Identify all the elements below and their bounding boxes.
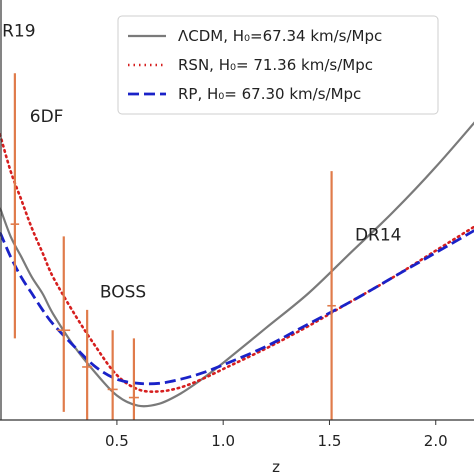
errorbar <box>327 171 336 420</box>
plot-region <box>0 73 474 420</box>
errorbar <box>57 236 71 412</box>
x-axis-label: z <box>272 458 280 474</box>
series-line-solid <box>0 121 474 408</box>
errorbar <box>107 330 118 420</box>
legend-entry-label: RP, H₀= 67.30 km/s/Mpc <box>178 85 361 103</box>
annotation-label: DR14 <box>355 225 402 245</box>
series-line-dashed <box>0 229 474 386</box>
legend-entry-label: ΛCDM, H₀=67.34 km/s/Mpc <box>178 27 382 45</box>
legend: ΛCDM, H₀=67.34 km/s/Mpc RSN, H₀= 71.36 km… <box>117 15 439 115</box>
annotation-label: R19 <box>2 21 35 41</box>
x-tick-label: 2.0 <box>424 432 448 450</box>
legend-entry-label: RSN, H₀= 71.36 km/s/Mpc <box>178 56 373 74</box>
annotation-label: BOSS <box>100 283 146 303</box>
annotation-label: 6DF <box>30 107 64 127</box>
errorbar <box>10 73 20 339</box>
annotations: R19 6DF BOSS DR14 <box>2 21 401 302</box>
series-line-dotted <box>0 133 474 393</box>
errorbar <box>82 309 93 420</box>
errorbar <box>128 338 139 420</box>
x-tick-label: 1.0 <box>211 432 235 450</box>
x-tick-label: 0.5 <box>105 432 129 450</box>
x-tick-label: 1.5 <box>318 432 342 450</box>
legend-box <box>117 15 439 115</box>
